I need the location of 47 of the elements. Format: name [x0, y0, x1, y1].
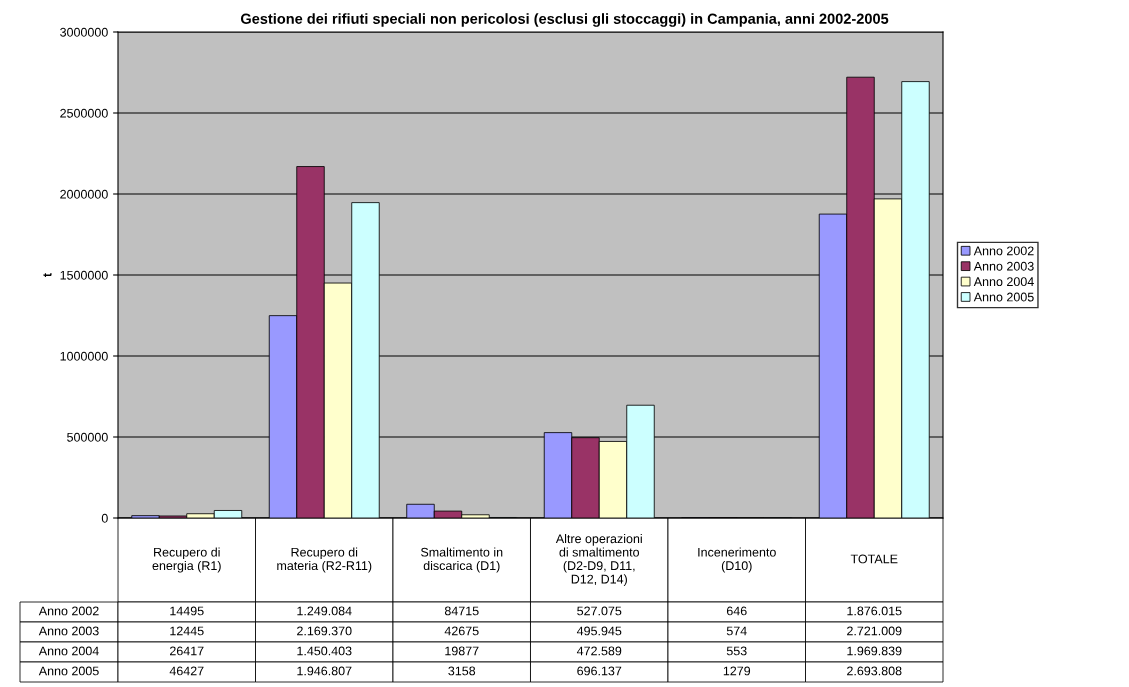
y-tick-label: 500000: [67, 432, 108, 442]
data-label: 495.945: [576, 626, 622, 636]
legend-label: Anno 2004: [973, 277, 1034, 287]
data-label: 46427: [169, 666, 204, 676]
x-tick-label: Recupero di energia (R1): [152, 547, 221, 573]
text: Anno 2005: [38, 666, 99, 676]
data-label: 1279: [723, 666, 751, 676]
legend-label: Anno 2005: [973, 292, 1034, 302]
data-label: 26417: [170, 646, 204, 656]
data-label: 1.450.403: [297, 646, 352, 656]
x-tick-label: Recupero di materia (R2-R11): [277, 547, 372, 573]
legend-label: Anno 2003: [973, 261, 1034, 271]
y-tick-label: 2500000: [60, 108, 108, 118]
text: Anno 2003: [38, 626, 99, 636]
chart-title: Gestione dei rifiuti speciali non pericolosi (esclusi gli stoccaggi) in Campania, anni 2002-2005: [240, 13, 889, 27]
data-label: 1.969.839: [847, 646, 902, 656]
data-label: 574: [726, 626, 747, 636]
data-label: 3158: [448, 666, 476, 676]
y-tick-label: 2000000: [60, 189, 108, 199]
data-label: 84715: [444, 606, 479, 616]
data-label: 696.137: [577, 666, 622, 676]
data-label: 553: [726, 646, 747, 656]
data-label: 42675: [444, 626, 479, 636]
x-tick-label: Smaltimento in discarica (D1): [420, 547, 503, 573]
data-label: 472.589: [576, 646, 622, 656]
y-axis-title: t: [43, 273, 52, 277]
data-label: 1.946.807: [297, 666, 352, 676]
y-tick-label: 1000000: [60, 351, 108, 361]
data-label: 2.693.808: [847, 666, 902, 676]
x-tick-label: Altre operazioni di smaltimento (D2-D9, D11, D12, D14): [555, 533, 642, 587]
legend-label: Anno 2002: [973, 246, 1034, 256]
x-tick-label: Incenerimento (D10): [698, 547, 776, 573]
data-label: 19877: [445, 646, 479, 656]
data-label: 1.876.015: [847, 606, 902, 616]
text: Anno 2004: [38, 646, 99, 656]
data-label: 646: [726, 606, 747, 616]
data-label: 2.169.370: [297, 626, 352, 636]
x-tick-label: TOTALE: [850, 554, 898, 564]
y-tick-label: 3000000: [60, 27, 108, 37]
data-label: 12445: [170, 626, 204, 636]
text: Anno 2002: [38, 606, 99, 616]
y-tick-label: 0: [101, 513, 108, 523]
data-label: 2.721.009: [847, 626, 902, 636]
data-label: 1.249.084: [297, 606, 352, 616]
data-label: 527.075: [577, 606, 622, 616]
y-tick-label: 1500000: [60, 270, 108, 280]
data-label: 14495: [170, 606, 204, 616]
